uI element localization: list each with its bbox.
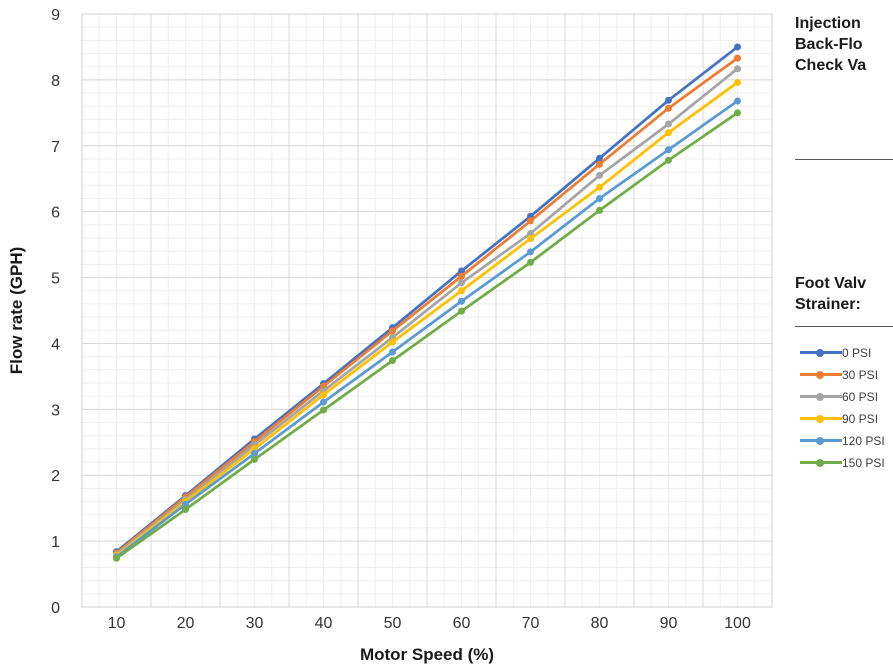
data-point: [389, 348, 396, 356]
foot-valve-heading-line: Foot Valv: [795, 275, 867, 292]
legend-label: 120 PSI: [842, 434, 885, 448]
data-series: [113, 43, 741, 562]
data-point: [458, 272, 465, 280]
legend-label: 60 PSI: [842, 390, 879, 404]
series-line: [115, 99, 739, 559]
check-valve-heading-line: Check Va: [795, 57, 867, 74]
data-point: [596, 194, 603, 202]
data-point: [320, 391, 327, 399]
legend-label: 150 PSI: [842, 456, 885, 470]
backflow-heading-line: Back-Flo: [795, 36, 863, 53]
y-tick-label: 7: [51, 139, 60, 156]
data-point: [665, 96, 672, 104]
legend-swatch: [800, 393, 842, 401]
data-point: [182, 505, 189, 513]
data-point: [389, 327, 396, 335]
legend-swatch: [800, 437, 842, 445]
y-tick-label: 2: [51, 468, 60, 485]
x-tick-label: 70: [522, 615, 540, 632]
y-tick-label: 0: [51, 600, 60, 617]
data-point: [389, 338, 396, 346]
y-axis-tick-labels: 0 1 2 3 4 5 6 7 8 9: [51, 7, 60, 617]
x-tick-label: 60: [453, 615, 471, 632]
section-divider-top: [795, 159, 893, 160]
data-point: [596, 154, 603, 162]
data-point: [527, 258, 534, 266]
data-point: [665, 156, 672, 164]
data-point: [182, 500, 189, 508]
legend-label: 30 PSI: [842, 368, 879, 382]
injection-heading: Injection Back-Flo Check Va: [795, 13, 866, 76]
x-tick-label: 100: [724, 615, 751, 632]
series-line: [115, 111, 739, 560]
data-point: [389, 357, 396, 365]
injection-heading-line: Injection: [795, 15, 861, 32]
data-point: [665, 104, 672, 112]
y-tick-label: 4: [51, 336, 60, 353]
series-line: [115, 81, 739, 557]
data-point: [527, 248, 534, 256]
data-point: [665, 129, 672, 137]
data-point: [596, 183, 603, 191]
data-point: [527, 217, 534, 225]
x-tick-label: 20: [177, 615, 195, 632]
legend-swatch: [800, 349, 842, 357]
x-tick-label: 30: [246, 615, 264, 632]
data-point: [665, 146, 672, 154]
data-point: [596, 171, 603, 179]
y-tick-label: 6: [51, 205, 60, 222]
series-90-psi: [113, 79, 741, 560]
y-tick-label: 1: [51, 534, 60, 551]
x-tick-label: 10: [108, 615, 126, 632]
x-axis-tick-labels: 10 20 30 40 50 60 70 80 90 100: [108, 615, 751, 632]
data-point: [665, 120, 672, 128]
data-point: [320, 398, 327, 406]
data-point: [458, 307, 465, 315]
legend-swatch: [800, 459, 842, 467]
legend-swatch: [800, 371, 842, 379]
data-point: [734, 65, 741, 73]
data-point: [251, 455, 258, 463]
data-point: [458, 297, 465, 305]
x-tick-label: 90: [660, 615, 678, 632]
x-tick-label: 40: [315, 615, 333, 632]
data-point: [734, 43, 741, 51]
data-point: [596, 206, 603, 214]
y-tick-label: 8: [51, 73, 60, 90]
series-150-psi: [113, 109, 741, 562]
y-tick-label: 5: [51, 271, 60, 288]
plot-area-frame: [81, 13, 773, 608]
data-point: [734, 79, 741, 87]
data-point: [734, 109, 741, 117]
data-point: [320, 406, 327, 414]
data-point: [596, 160, 603, 168]
data-point: [734, 54, 741, 62]
x-tick-label: 80: [591, 615, 609, 632]
data-point: [113, 554, 120, 562]
data-point: [458, 279, 465, 287]
data-point: [527, 235, 534, 243]
y-axis-title: Flow rate (GPH): [7, 247, 26, 375]
series-line: [115, 67, 739, 556]
strainer-heading-line: Strainer:: [795, 296, 861, 313]
x-tick-label: 50: [384, 615, 402, 632]
section-divider-bottom: [795, 326, 893, 327]
data-point: [458, 287, 465, 295]
legend-label: 90 PSI: [842, 412, 879, 426]
y-tick-label: 3: [51, 402, 60, 419]
data-point: [527, 229, 534, 237]
data-point: [251, 449, 258, 457]
legend-label: 0 PSI: [842, 346, 872, 360]
y-tick-label: 9: [51, 7, 60, 24]
foot-valve-heading: Foot Valv Strainer:: [795, 273, 866, 315]
data-point: [458, 267, 465, 275]
series-line: [115, 45, 739, 553]
x-axis-title: Motor Speed (%): [360, 645, 494, 664]
data-point: [734, 97, 741, 105]
legend-swatch: [800, 415, 842, 423]
series-line: [115, 57, 739, 555]
